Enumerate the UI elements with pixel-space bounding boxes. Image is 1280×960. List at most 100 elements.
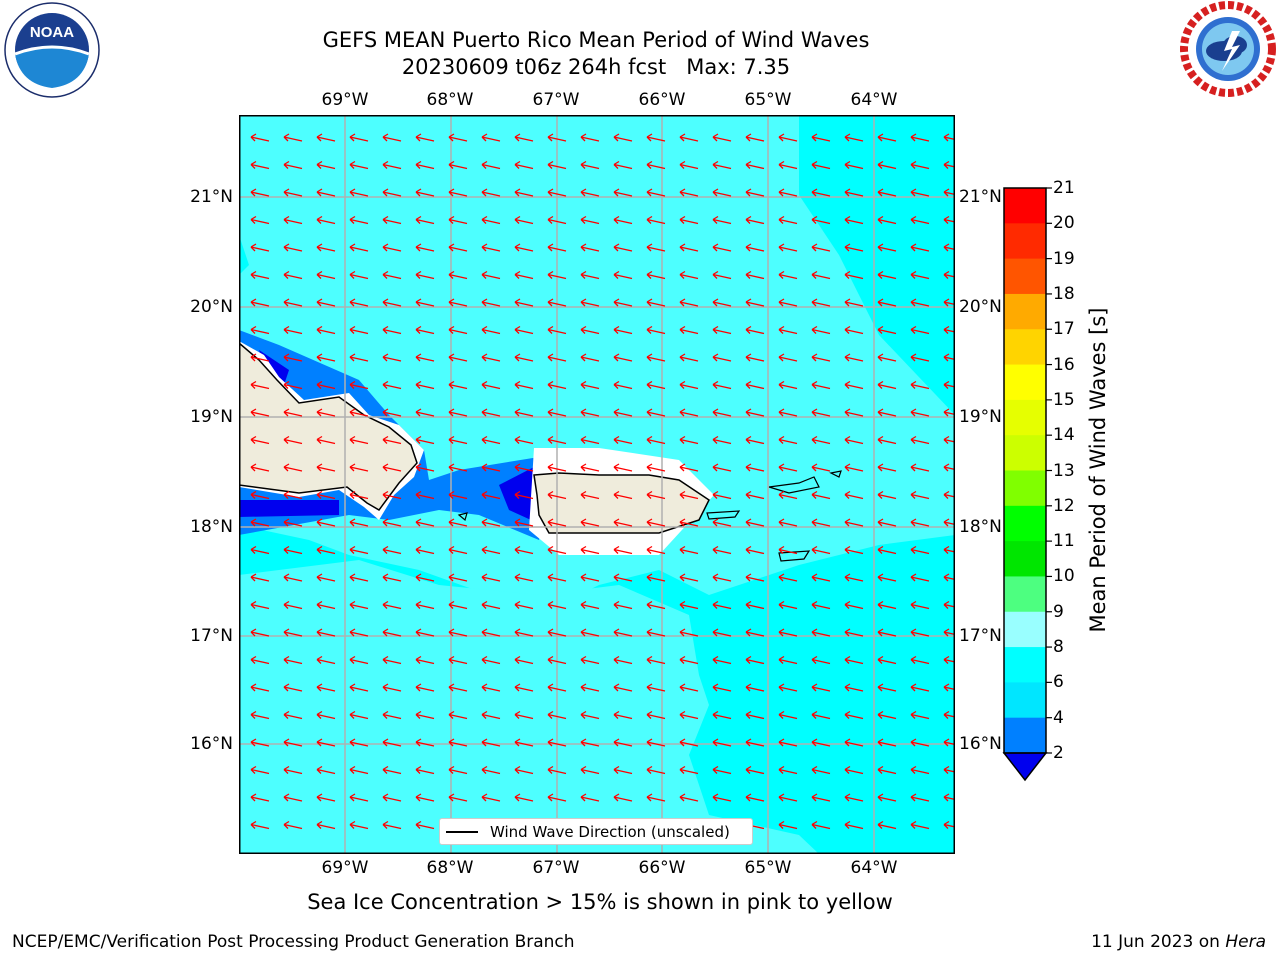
wind-wave-arrow: [316, 518, 336, 527]
wind-wave-arrow: [448, 573, 468, 582]
wind-wave-arrow: [415, 518, 435, 527]
wind-wave-arrow: [250, 325, 270, 335]
wind-wave-arrow: [811, 655, 831, 665]
wind-wave-arrow: [481, 270, 501, 280]
wind-wave-arrow: [745, 298, 765, 307]
wind-wave-arrow: [778, 683, 798, 692]
wind-wave-arrow: [811, 325, 831, 335]
wind-wave-arrow: [943, 380, 955, 389]
wind-wave-arrow: [448, 683, 468, 692]
wind-wave-arrow: [316, 573, 336, 582]
wind-wave-arrow: [646, 655, 666, 665]
wind-wave-arrow: [448, 408, 468, 417]
wind-wave-arrow: [415, 710, 435, 720]
wind-wave-arrow: [250, 133, 270, 142]
wind-wave-arrow: [382, 655, 402, 665]
colorbar-segment: [1004, 399, 1046, 436]
wind-wave-arrow: [712, 655, 732, 665]
wind-wave-arrow: [250, 820, 270, 830]
wind-wave-arrow: [382, 353, 402, 362]
wind-wave-arrow: [415, 793, 435, 802]
colorbar-tick-label: 9: [1053, 601, 1064, 622]
wind-wave-arrow: [844, 463, 864, 472]
colorbar-segment: [1004, 647, 1046, 683]
wind-wave-arrow: [811, 188, 831, 197]
wind-wave-arrow: [415, 243, 435, 252]
wind-wave-arrow: [910, 353, 930, 362]
wind-wave-arrow: [514, 298, 534, 307]
wind-wave-arrow: [943, 683, 955, 692]
wind-wave-arrow: [778, 215, 798, 225]
wind-wave-arrow: [778, 655, 798, 665]
wind-wave-arrow: [415, 765, 435, 775]
wind-wave-arrow: [349, 463, 369, 472]
wind-wave-arrow: [547, 683, 567, 692]
wind-wave-arrow: [778, 298, 798, 307]
wind-wave-arrow: [778, 600, 798, 610]
wind-wave-arrow: [844, 380, 864, 390]
wind-wave-arrow: [448, 463, 468, 472]
wind-wave-arrow: [547, 710, 567, 720]
wind-wave-arrow: [481, 243, 501, 252]
wind-wave-arrow: [349, 215, 369, 225]
wind-wave-arrow: [514, 628, 534, 637]
wind-wave-arrow: [844, 243, 864, 252]
wind-wave-arrow: [448, 298, 468, 307]
lat-label-right: 21°N: [959, 187, 1002, 207]
wind-wave-arrow: [778, 408, 798, 417]
colorbar-segment: [1004, 717, 1046, 754]
wind-wave-arrow: [481, 325, 501, 335]
wind-wave-arrow: [910, 738, 930, 747]
wind-wave-arrow: [844, 215, 864, 225]
wind-wave-arrow: [481, 710, 501, 720]
wind-wave-arrow: [316, 655, 336, 665]
colorbar-tick-label: 8: [1053, 637, 1064, 658]
colorbar-tick-label: 14: [1053, 425, 1075, 446]
wind-wave-arrow: [844, 738, 864, 747]
wind-wave-arrow: [514, 793, 534, 802]
wind-wave-arrow: [811, 710, 831, 720]
wind-wave-arrow: [415, 820, 435, 830]
wind-wave-arrow: [943, 463, 955, 472]
wind-wave-arrow: [250, 160, 270, 170]
wind-wave-arrow: [283, 408, 303, 417]
wind-wave-arrow: [844, 820, 864, 830]
wind-wave-arrow: [580, 573, 600, 582]
wind-wave-arrow: [382, 600, 402, 610]
wind-wave-arrow: [349, 710, 369, 720]
colorbar-tick-label: 17: [1053, 319, 1075, 340]
wind-wave-arrow: [283, 545, 303, 555]
wind-wave-arrow: [448, 215, 468, 225]
wind-wave-arrow: [382, 160, 402, 170]
wind-wave-arrow: [679, 435, 699, 445]
wind-wave-arrow: [877, 793, 897, 802]
wind-wave-arrow: [514, 353, 534, 362]
wind-wave-arrow: [613, 160, 633, 170]
wind-wave-arrow: [448, 435, 468, 445]
wind-wave-arrow: [844, 298, 864, 307]
wind-wave-arrow: [514, 600, 534, 610]
wind-wave-arrow: [250, 463, 270, 472]
wind-wave-arrow: [481, 600, 501, 610]
wind-wave-arrow: [811, 380, 831, 390]
wind-wave-arrow: [415, 353, 435, 362]
wind-wave-arrow: [481, 793, 501, 802]
wind-wave-arrow: [844, 325, 864, 335]
wind-wave-arrow: [250, 710, 270, 720]
wind-wave-arrow: [646, 243, 666, 252]
wind-wave-arrow: [679, 160, 699, 170]
wind-wave-arrow: [646, 408, 666, 417]
wind-wave-arrow: [679, 353, 699, 362]
wind-wave-arrow: [481, 545, 501, 555]
lat-label-left: 17°N: [190, 626, 233, 646]
wind-wave-arrow: [910, 793, 930, 802]
wind-wave-arrow: [844, 160, 864, 170]
wind-wave-arrow: [712, 545, 732, 555]
wind-wave-arrow: [679, 628, 699, 637]
lon-label-bottom: 65°W: [744, 858, 792, 878]
colorbar-segment: [1004, 188, 1046, 224]
wind-wave-arrow: [613, 655, 633, 665]
wind-wave-arrow: [613, 793, 633, 802]
wind-wave-arrow: [382, 490, 402, 500]
lon-label-bottom: 64°W: [850, 858, 898, 878]
